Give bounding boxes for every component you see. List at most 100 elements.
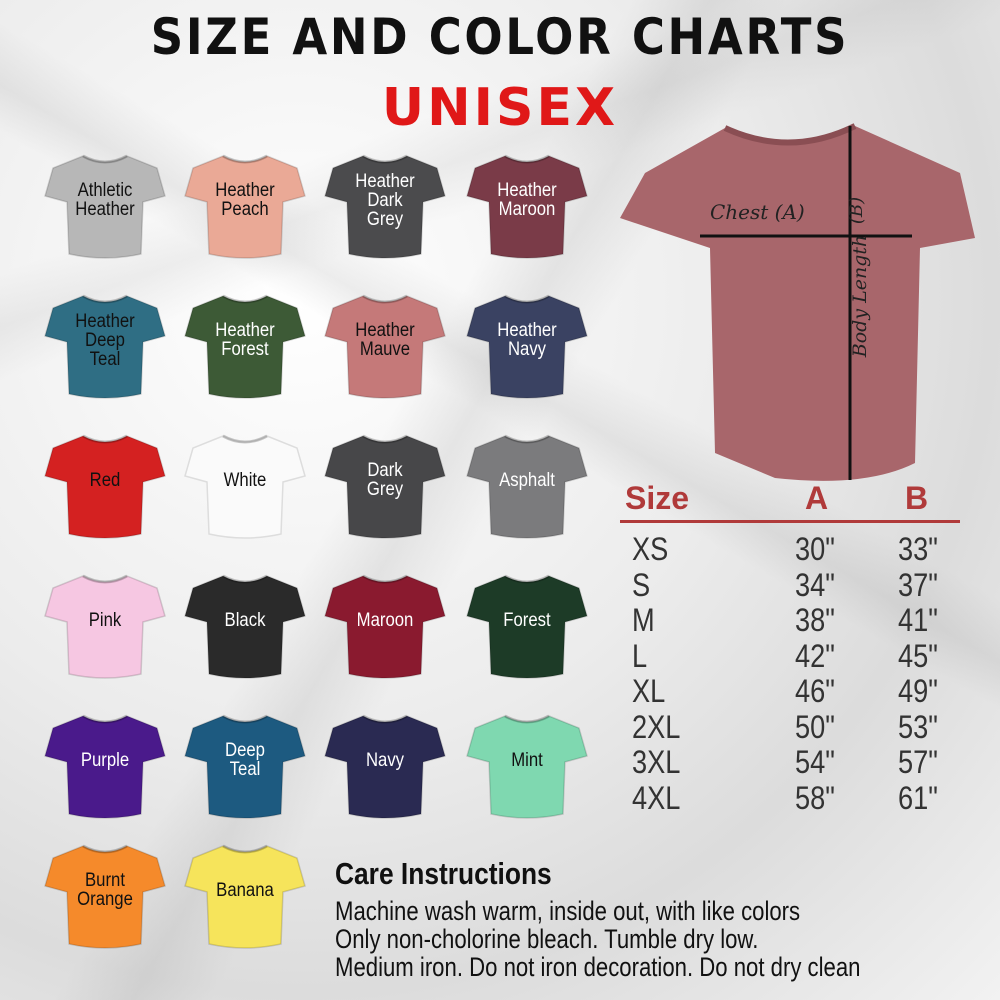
- color-swatch: Red: [43, 430, 167, 544]
- care-heading: Care Instructions: [335, 856, 552, 891]
- color-swatch: Mint: [465, 710, 589, 824]
- cell-length: 53": [898, 708, 938, 745]
- tshirt-icon: [466, 434, 588, 539]
- cell-length: 41": [898, 602, 938, 638]
- color-swatch: White: [183, 430, 307, 544]
- color-swatch: Black: [183, 570, 307, 684]
- color-name: Deep Teal: [225, 740, 265, 780]
- cell-length: 33": [898, 531, 938, 567]
- color-swatch: Burnt Orange: [43, 840, 167, 954]
- tshirt-icon: [466, 294, 588, 399]
- tshirt-icon: [466, 714, 588, 819]
- cell-length: 61": [898, 779, 938, 816]
- color-name: Asphalt: [499, 469, 555, 491]
- color-swatch: Asphalt: [465, 430, 589, 544]
- tshirt-icon: [466, 154, 588, 259]
- color-name: Black: [224, 609, 266, 631]
- size-row: XL 46" 49": [620, 671, 960, 709]
- length-mark-label: (B): [846, 196, 868, 225]
- color-swatch: Dark Grey: [323, 430, 447, 544]
- tshirt-icon: [184, 434, 306, 539]
- care-line: Machine wash warm, inside out, with like…: [335, 896, 801, 926]
- color-name: Heather Forest: [215, 320, 275, 360]
- header-b: B: [905, 480, 929, 516]
- color-name: Heather Navy: [497, 320, 557, 360]
- page-subtitle: UNISEX: [381, 78, 619, 138]
- color-swatch: Heather Dark Grey: [323, 150, 447, 264]
- color-swatch: Purple: [43, 710, 167, 824]
- color-swatch: Heather Mauve: [323, 290, 447, 404]
- cell-size: 4XL: [632, 779, 681, 816]
- size-row: 4XL 58" 61": [620, 778, 960, 816]
- cell-size: 2XL: [632, 708, 681, 745]
- tshirt-icon: [324, 294, 446, 399]
- care-line: Only non-cholorine bleach. Tumble dry lo…: [335, 924, 759, 954]
- cell-chest: 34": [795, 566, 835, 603]
- color-swatch: Pink: [43, 570, 167, 684]
- color-name: Heather Maroon: [497, 180, 557, 220]
- size-row: XS 30" 33": [620, 529, 960, 567]
- cell-length: 49": [898, 673, 938, 709]
- color-swatch: Heather Navy: [465, 290, 589, 404]
- size-row: 3XL 54" 57": [620, 742, 960, 780]
- measurement-shirt-body: [620, 126, 975, 481]
- color-name: Athletic Heather: [75, 180, 135, 220]
- size-table-body: XS 30" 33" S 34" 37" M 38" 41" L 42" 45" XL 46" 49" 2XL…: [620, 523, 960, 816]
- tshirt-icon: [184, 714, 306, 819]
- cell-size: XL: [632, 673, 666, 709]
- cell-chest: 58": [795, 779, 835, 816]
- tshirt-icon: [44, 434, 166, 539]
- size-row: S 34" 37": [620, 565, 960, 603]
- size-row: 2XL 50" 53": [620, 707, 960, 745]
- color-name: Heather Peach: [215, 180, 275, 220]
- tshirt-icon: [44, 154, 166, 259]
- body-length-label: Body Length: [849, 234, 871, 358]
- cell-chest: 30": [795, 531, 835, 567]
- tshirt-icon: [44, 844, 166, 949]
- page-title: SIZE AND COLOR CHARTS: [150, 8, 850, 66]
- cell-chest: 54": [795, 744, 835, 780]
- color-swatch: Forest: [465, 570, 589, 684]
- tshirt-icon: [324, 574, 446, 679]
- size-table-header: Size A B: [620, 478, 960, 523]
- tshirt-icon: [184, 294, 306, 399]
- color-name: White: [223, 469, 267, 491]
- color-name: Forest: [503, 609, 551, 631]
- color-swatch: Navy: [323, 710, 447, 824]
- color-name: Mint: [511, 749, 543, 771]
- size-table: Size A B XS 30" 33" S 34" 37" M 38" 41" L 42" 45" XL…: [620, 478, 960, 816]
- tshirt-icon: [324, 714, 446, 819]
- header-a: A: [805, 480, 829, 516]
- color-swatch: Maroon: [323, 570, 447, 684]
- cell-length: 45": [898, 637, 938, 674]
- measurement-shirt: [620, 123, 975, 481]
- cell-size: S: [632, 566, 651, 603]
- size-row: M 38" 41": [620, 600, 960, 638]
- color-name: Heather Deep Teal: [75, 310, 135, 370]
- color-name: Heather Dark Grey: [355, 170, 415, 230]
- color-swatch: Heather Maroon: [465, 150, 589, 264]
- tshirt-icon: [44, 294, 166, 399]
- tshirt-icon: [466, 574, 588, 679]
- color-name: Navy: [365, 749, 405, 771]
- color-name: Burnt Orange: [77, 870, 133, 910]
- tshirt-icon: [324, 434, 446, 539]
- cell-length: 57": [898, 744, 938, 780]
- color-swatch: Deep Teal: [183, 710, 307, 824]
- cell-length: 37": [898, 566, 938, 603]
- color-name: Banana: [216, 879, 274, 901]
- chest-label: Chest (A): [710, 200, 805, 224]
- size-row: L 42" 45": [620, 636, 960, 674]
- color-swatch: Heather Deep Teal: [43, 290, 167, 404]
- cell-chest: 38": [795, 602, 835, 638]
- color-name: Purple: [80, 749, 130, 771]
- color-swatch: Heather Forest: [183, 290, 307, 404]
- cell-size: L: [632, 637, 648, 674]
- tshirt-icon: [184, 574, 306, 679]
- cell-size: XS: [632, 531, 669, 567]
- color-swatch-grid: Athletic Heather Heather Peach Heather D…: [43, 150, 589, 954]
- color-name: Red: [89, 469, 121, 491]
- cell-chest: 46": [795, 673, 835, 709]
- cell-chest: 50": [795, 708, 835, 745]
- cell-size: 3XL: [632, 744, 681, 780]
